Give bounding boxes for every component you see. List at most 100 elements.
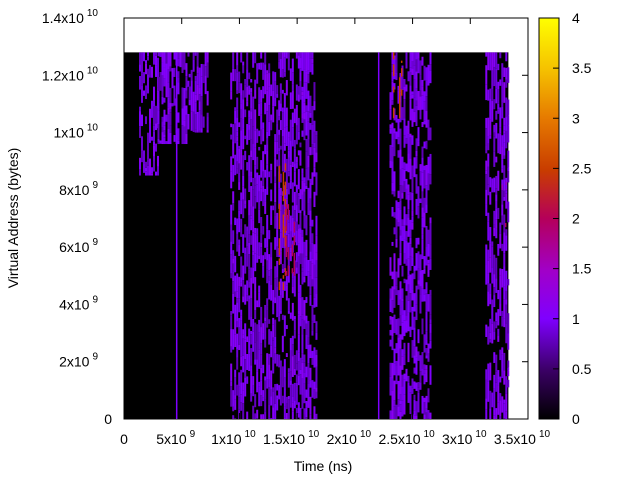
heat-cell [293, 163, 296, 172]
heat-cell [230, 134, 233, 140]
heat-cell [315, 235, 318, 253]
heat-cell [395, 114, 398, 120]
heat-cell [291, 356, 294, 377]
heat-cell [256, 184, 259, 203]
heat-cell [297, 228, 300, 237]
heat-cell [279, 52, 282, 60]
heat-cell [260, 254, 263, 263]
heat-cell [236, 90, 239, 94]
heat-cell [421, 234, 424, 240]
heat-cell [409, 237, 412, 245]
heat-cell [238, 182, 241, 190]
heat-cell [405, 231, 408, 241]
heat-cell [491, 392, 494, 408]
heat-cell [407, 153, 410, 173]
heat-cell [411, 257, 414, 267]
heat-cell [409, 137, 412, 159]
heat-cell [295, 156, 298, 163]
heat-cell [405, 84, 408, 92]
heat-cell [429, 223, 432, 245]
heat-cell [485, 409, 488, 419]
heat-cell [297, 402, 300, 414]
heat-cell [301, 173, 304, 181]
heat-cell [236, 117, 239, 132]
heat-cell [489, 191, 492, 205]
heat-cell [389, 319, 392, 325]
heat-cell [254, 277, 257, 291]
heat-cell [495, 312, 498, 322]
heat-cell [232, 263, 235, 272]
heat-cell [415, 71, 418, 89]
heat-cell [299, 68, 302, 73]
heat-cell [291, 286, 294, 294]
heat-cell [423, 256, 426, 269]
heat-cell [165, 63, 168, 81]
heat-cell [397, 85, 400, 91]
heat-cell [179, 52, 182, 68]
activity-band [139, 52, 160, 176]
heat-cell [244, 254, 247, 274]
heat-cell [391, 316, 394, 337]
heat-cell [409, 293, 412, 313]
heat-cell [232, 415, 235, 419]
heat-cell [234, 275, 237, 292]
heat-cell [248, 295, 251, 300]
heat-cell [423, 170, 426, 189]
heat-cell [395, 365, 398, 374]
heat-cell [254, 290, 257, 311]
heat-cell [285, 158, 288, 170]
heat-cell [272, 90, 275, 107]
heat-cell [415, 382, 418, 391]
heat-cell [153, 145, 156, 157]
heat-cell [252, 267, 255, 284]
heat-cell [266, 164, 269, 169]
heat-cell [276, 398, 279, 411]
heat-cell [248, 353, 251, 371]
heat-cell [307, 70, 310, 75]
heat-cell [248, 85, 251, 90]
heat-cell [309, 58, 312, 73]
heat-cell [278, 151, 281, 172]
heat-cell [307, 271, 310, 287]
heat-cell [411, 61, 414, 69]
heat-cell [295, 252, 298, 262]
heat-cell [311, 58, 314, 64]
heat-cell [309, 112, 312, 118]
heat-cell [489, 283, 492, 294]
heat-cell [501, 135, 504, 147]
heat-cell [250, 330, 253, 335]
heat-cell [409, 192, 412, 201]
heat-cell [246, 162, 249, 171]
heat-cell [250, 235, 253, 245]
heat-cell [198, 101, 201, 111]
heat-cell [268, 417, 271, 419]
heat-cell [409, 67, 412, 73]
heat-cell [493, 227, 496, 237]
heat-cell [493, 374, 496, 389]
heat-cell [495, 52, 498, 69]
heat-cell [141, 136, 144, 152]
heat-cell [505, 190, 508, 194]
heat-cell [401, 400, 404, 417]
x-tick-label: 2x10 10 [327, 429, 372, 447]
heat-cell [299, 407, 302, 419]
heat-cell [485, 398, 488, 410]
heat-cell [250, 375, 253, 394]
heat-cell [507, 125, 510, 143]
heat-cell [240, 277, 243, 283]
heat-cell [401, 314, 404, 323]
heat-cell [157, 138, 160, 142]
heat-cell [305, 366, 308, 378]
heat-cell [291, 84, 294, 91]
heat-cell [163, 78, 166, 87]
heat-cell [268, 404, 271, 418]
heat-cell [274, 384, 277, 404]
activity-band [299, 52, 318, 419]
heat-cell [285, 52, 288, 59]
heat-cell [297, 52, 300, 56]
heat-cell [258, 209, 261, 224]
heat-cell [301, 194, 304, 211]
heat-cell [403, 181, 406, 193]
heat-cell [177, 140, 180, 145]
